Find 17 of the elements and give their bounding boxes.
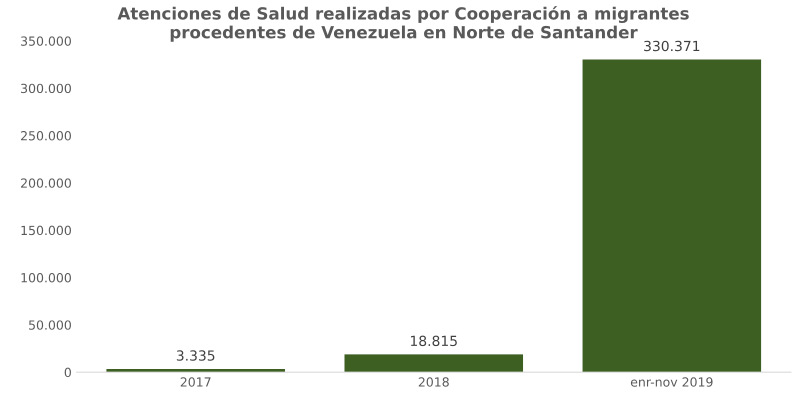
bar [344,354,524,372]
y-tick-label: 300.000 [21,84,71,94]
y-tick-label: 0 [64,368,71,378]
chart-title: Atenciones de Salud realizadas por Cooperación a migrantes procedentes de Venezuela en Norte de Santander [118,6,689,42]
y-tick-label: 200.000 [21,178,71,188]
y-tick-label: 350.000 [21,36,71,46]
y-tick-label: 50.000 [29,320,71,330]
data-label: 330.371 [644,40,700,52]
data-label: 3.335 [176,350,214,361]
y-tick-label: 100.000 [21,273,71,282]
y-tick-label: 150.000 [21,226,71,236]
data-label: 18.815 [410,336,457,346]
x-tick-label: 2017 [180,377,211,387]
bar [582,59,762,372]
y-tick-label: 250.000 [21,131,71,140]
x-tick-label: enr-nov 2019 [630,377,713,387]
x-tick-label: 2018 [418,377,449,387]
